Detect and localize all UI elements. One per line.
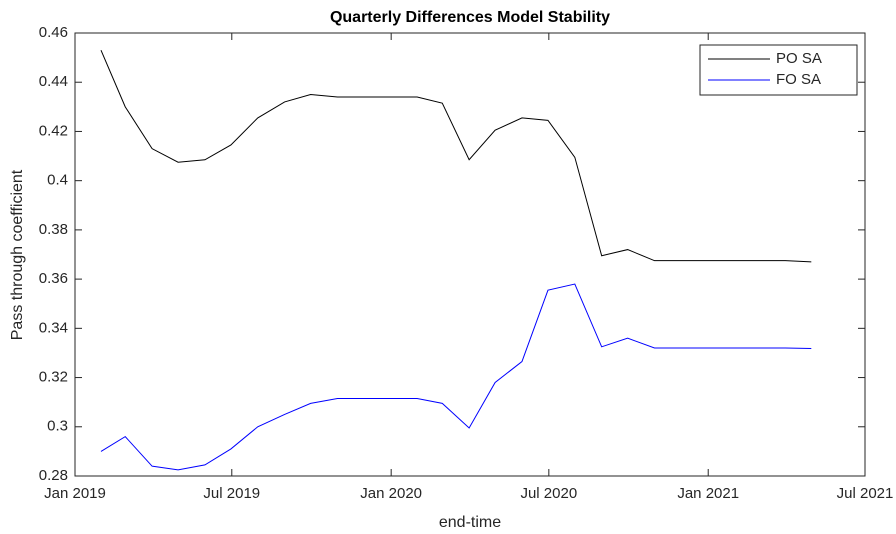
y-axis-label: Pass through coefficient: [9, 169, 26, 340]
legend-label: FO SA: [776, 71, 821, 88]
x-tick-label: Jan 2019: [44, 485, 106, 502]
x-tick-label: Jul 2020: [520, 485, 577, 502]
legend-label: PO SA: [776, 50, 822, 67]
y-tick-label: 0.46: [39, 24, 68, 41]
x-tick-label: Jul 2019: [203, 485, 260, 502]
y-tick-label: 0.38: [39, 221, 68, 238]
series-line: [100, 283, 812, 471]
y-tick-label: 0.28: [39, 467, 68, 484]
x-tick-label: Jan 2021: [677, 485, 739, 502]
plot-frame: [74, 32, 866, 477]
x-axis-label: end-time: [439, 514, 501, 531]
series-line: [100, 50, 812, 263]
y-tick-label: 0.34: [39, 319, 68, 336]
legend-box: [699, 44, 858, 96]
y-tick-label: 0.42: [39, 122, 68, 139]
y-tick-label: 0.44: [39, 73, 68, 90]
y-tick-label: 0.32: [39, 369, 68, 386]
chart-title: Quarterly Differences Model Stability: [330, 9, 610, 26]
x-tick-label: Jul 2021: [837, 485, 894, 502]
y-tick-label: 0.4: [47, 172, 68, 189]
x-tick-label: Jan 2020: [360, 485, 422, 502]
y-tick-label: 0.36: [39, 270, 68, 287]
y-tick-label: 0.3: [47, 418, 68, 435]
